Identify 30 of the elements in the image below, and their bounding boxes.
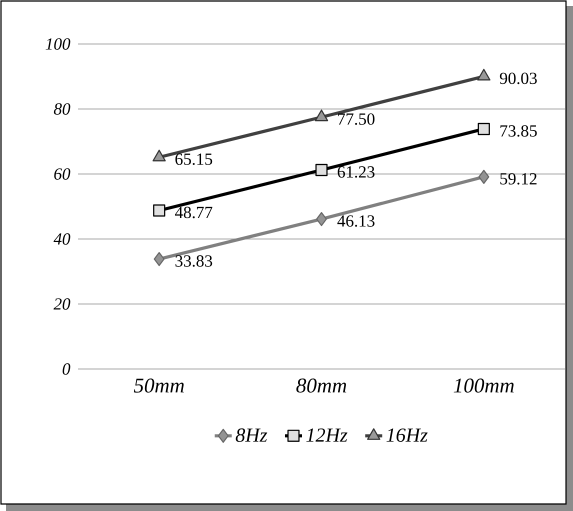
y-tick-label: 80 (54, 103, 70, 115)
point (478, 170, 490, 184)
y-tick-label: 40 (54, 233, 70, 245)
legend-label: 12Hz (306, 428, 348, 442)
data-label: 48.77 (175, 206, 212, 218)
point (478, 122, 490, 136)
point (314, 110, 328, 122)
point (154, 252, 165, 266)
data-label: 77.50 (338, 113, 374, 125)
y-tick-label: 20 (54, 298, 70, 310)
x-tick-label: 80mm (296, 378, 346, 393)
point (152, 150, 166, 162)
x-tick-label: 100mm (454, 378, 514, 393)
data-label: 46.13 (337, 215, 374, 227)
y-tick-label: 0 (62, 363, 70, 375)
data-label: 59.12 (500, 173, 537, 185)
data-label: 61.23 (338, 166, 374, 178)
data-label: 33.83 (176, 255, 212, 267)
point (153, 204, 166, 217)
point (315, 164, 328, 176)
legend-label: 8Hz (236, 428, 268, 442)
x-tick-label: 50mm (134, 378, 184, 393)
data-label: 73.85 (500, 125, 537, 137)
point (477, 68, 490, 80)
legend-label: 16Hz (386, 428, 428, 442)
data-label: 65.15 (175, 154, 212, 165)
point (316, 212, 327, 226)
y-tick-label: 100 (46, 38, 70, 50)
y-tick-label: 60 (54, 168, 70, 180)
data-label: 90.03 (500, 72, 537, 84)
